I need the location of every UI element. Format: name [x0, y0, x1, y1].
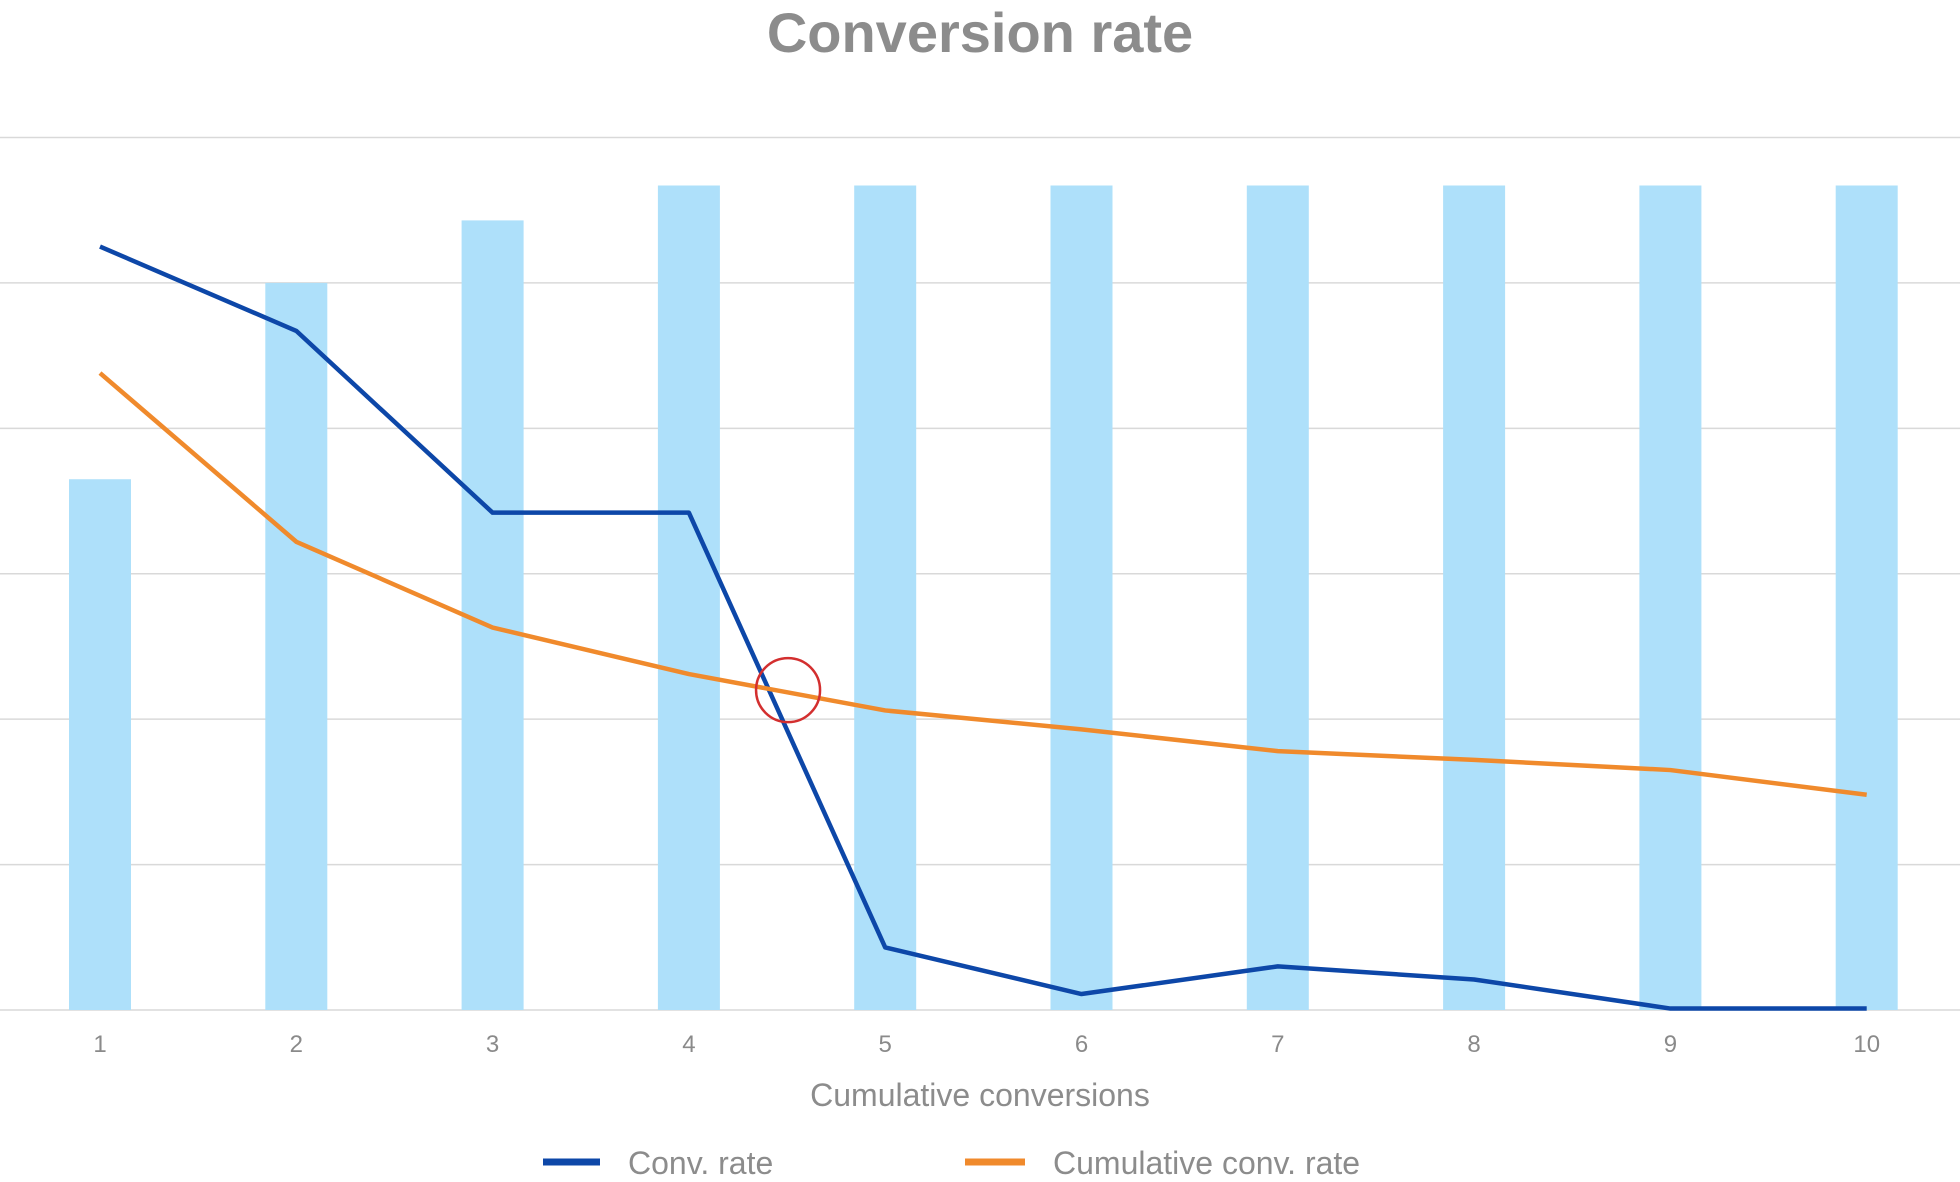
x-tick-label: 7: [1271, 1031, 1284, 1058]
line-series-1: [98, 371, 1867, 798]
bar-1: [69, 479, 131, 1011]
x-tick-label: 9: [1664, 1031, 1677, 1058]
x-axis-label: Cumulative conversions: [810, 1077, 1150, 1113]
x-tick-label: 5: [879, 1031, 892, 1058]
legend-label-conv-rate: Conv. rate: [628, 1145, 773, 1181]
x-tick-label: 3: [486, 1031, 499, 1058]
legend-label-cumulative-conv-rate: Cumulative conv. rate: [1053, 1145, 1360, 1181]
bar-4: [657, 185, 720, 1011]
x-tick-label: 10: [1853, 1031, 1880, 1058]
line-series-0: [99, 244, 1867, 1011]
x-tick-label: 8: [1467, 1031, 1480, 1058]
x-tick-label: 2: [290, 1031, 303, 1058]
legend: Conv. rate Cumulative conv. rate: [543, 1145, 1360, 1181]
bar-3: [461, 220, 524, 1010]
bar-7: [1246, 185, 1309, 1011]
bar-9: [1639, 185, 1702, 1011]
x-tick-label: 6: [1075, 1031, 1088, 1058]
chart-title: Conversion rate: [767, 1, 1193, 64]
bar-10: [1835, 185, 1898, 1011]
x-tick-label: 4: [682, 1031, 695, 1058]
x-tick-label: 1: [93, 1031, 106, 1058]
bar-8: [1443, 185, 1506, 1011]
bar-6: [1050, 185, 1113, 1011]
annotation-circle: [754, 656, 822, 724]
bar-2: [265, 282, 328, 1011]
bar-5: [854, 185, 917, 1011]
